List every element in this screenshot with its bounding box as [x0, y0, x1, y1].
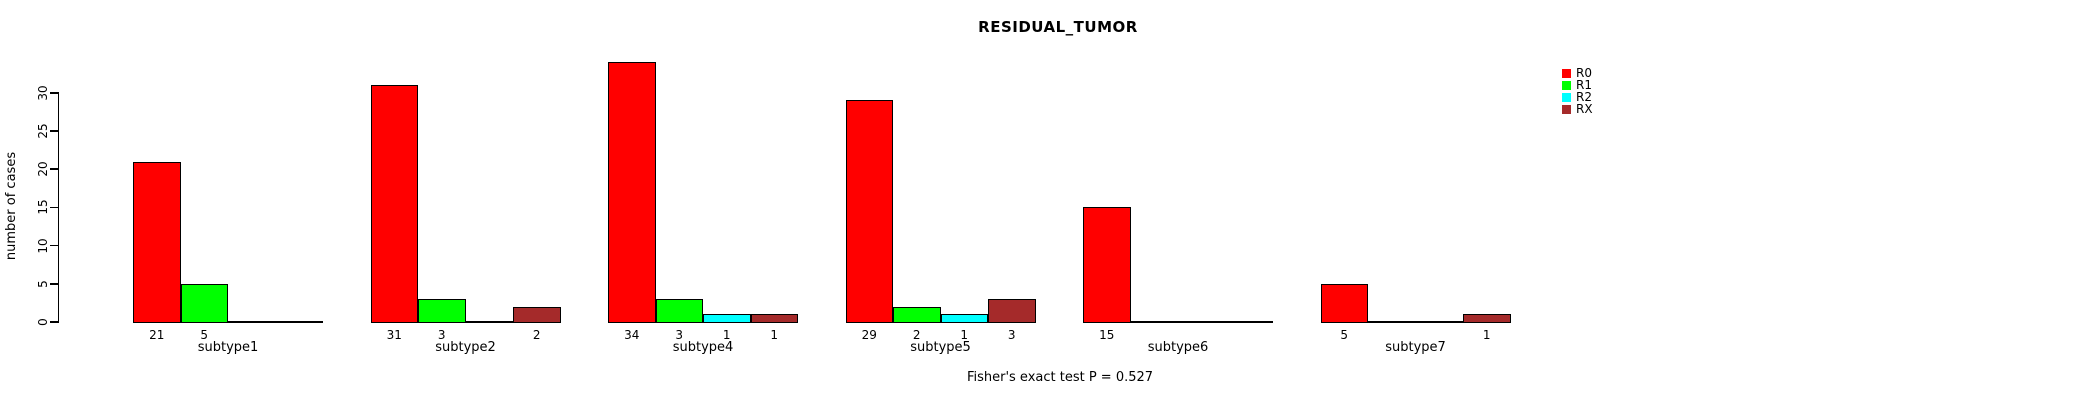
bar-r1-subtype1	[180, 283, 228, 323]
group-baseline	[370, 321, 561, 323]
bar-value-label: 21	[149, 328, 165, 342]
y-axis-tick	[50, 130, 58, 132]
x-category-label: subtype4	[672, 340, 734, 355]
bar-value-label: 29	[861, 328, 877, 342]
legend-swatch-r2	[1562, 92, 1571, 102]
bar-value-label: 34	[624, 328, 640, 342]
bar-r0-subtype2	[370, 85, 418, 323]
bar-r0-subtype1	[133, 161, 181, 323]
bar-rx-subtype4	[750, 314, 798, 323]
bar-value-label: 1	[722, 328, 731, 342]
y-axis-tick	[50, 206, 58, 209]
y-tick-label: 15	[36, 199, 50, 216]
bar-value-label: 31	[386, 328, 402, 342]
bar-value-label: 1	[960, 328, 969, 342]
x-category-label: subtype2	[435, 340, 496, 355]
y-tick-label: 5	[36, 279, 50, 288]
x-category-label: subtype6	[1147, 340, 1209, 355]
bar-r1-subtype4	[655, 299, 703, 323]
bar-r1-subtype2	[418, 299, 466, 323]
legend-item: R0	[1562, 67, 1593, 79]
legend-swatch-r1	[1562, 80, 1571, 90]
x-category-label: subtype5	[910, 340, 971, 355]
bar-value-label: 3	[675, 328, 684, 342]
y-axis-title: number of cases	[4, 151, 19, 261]
bar-value-label: 1	[1482, 328, 1491, 342]
legend: R0 R1 R2 RX	[1562, 67, 1593, 115]
y-tick-label: 25	[36, 123, 50, 139]
bar-value-label: 2	[912, 328, 921, 342]
legend-label: RX	[1576, 102, 1593, 116]
group-baseline	[1083, 321, 1273, 323]
y-tick-label: 10	[36, 237, 50, 254]
x-category-label: subtype1	[197, 340, 259, 355]
bar-value-label: 3	[437, 328, 446, 342]
legend-item: R1	[1562, 79, 1593, 91]
legend-swatch-r0	[1562, 68, 1571, 78]
bar-value-label: 3	[1007, 328, 1016, 342]
x-category-label: subtype7	[1385, 340, 1446, 355]
y-axis-tick	[50, 168, 58, 170]
y-axis-tick	[50, 92, 58, 94]
legend-label: R0	[1576, 66, 1592, 80]
bar-rx-subtype2	[513, 306, 561, 323]
bar-value-label: 5	[200, 328, 209, 342]
y-axis-tick	[50, 321, 58, 323]
bar-value-label: 2	[532, 328, 541, 342]
bar-r0-subtype6	[1083, 207, 1131, 323]
group-baseline	[133, 321, 323, 323]
legend-item: R2	[1562, 91, 1593, 103]
y-axis-tick	[50, 244, 58, 247]
y-axis-tick	[50, 283, 58, 285]
chart-title: RESIDUAL_TUMOR	[978, 18, 1138, 36]
stat-annotation: Fisher's exact test P = 0.527	[966, 370, 1154, 385]
y-tick-label: 30	[36, 85, 50, 101]
bar-rx-subtype7	[1463, 314, 1511, 323]
legend-item: RX	[1562, 103, 1593, 115]
bar-value-label: 5	[1340, 328, 1349, 342]
bar-r2-subtype4	[703, 314, 751, 323]
y-axis-line	[57, 92, 59, 323]
legend-swatch-rx	[1562, 104, 1571, 114]
bar-r1-subtype5	[893, 306, 941, 323]
legend-label: R1	[1576, 78, 1592, 92]
bar-r0-subtype7	[1320, 283, 1368, 323]
y-tick-label: 20	[36, 161, 50, 177]
bar-r2-subtype5	[940, 314, 988, 323]
group-baseline	[1320, 321, 1511, 323]
bar-value-label: 15	[1099, 328, 1115, 342]
bar-value-label: 1	[770, 328, 779, 342]
bar-rx-subtype5	[988, 299, 1036, 323]
legend-label: R2	[1576, 90, 1592, 104]
bar-r0-subtype5	[845, 100, 893, 323]
bar-r0-subtype4	[608, 62, 656, 323]
y-tick-label: 0	[36, 318, 50, 326]
